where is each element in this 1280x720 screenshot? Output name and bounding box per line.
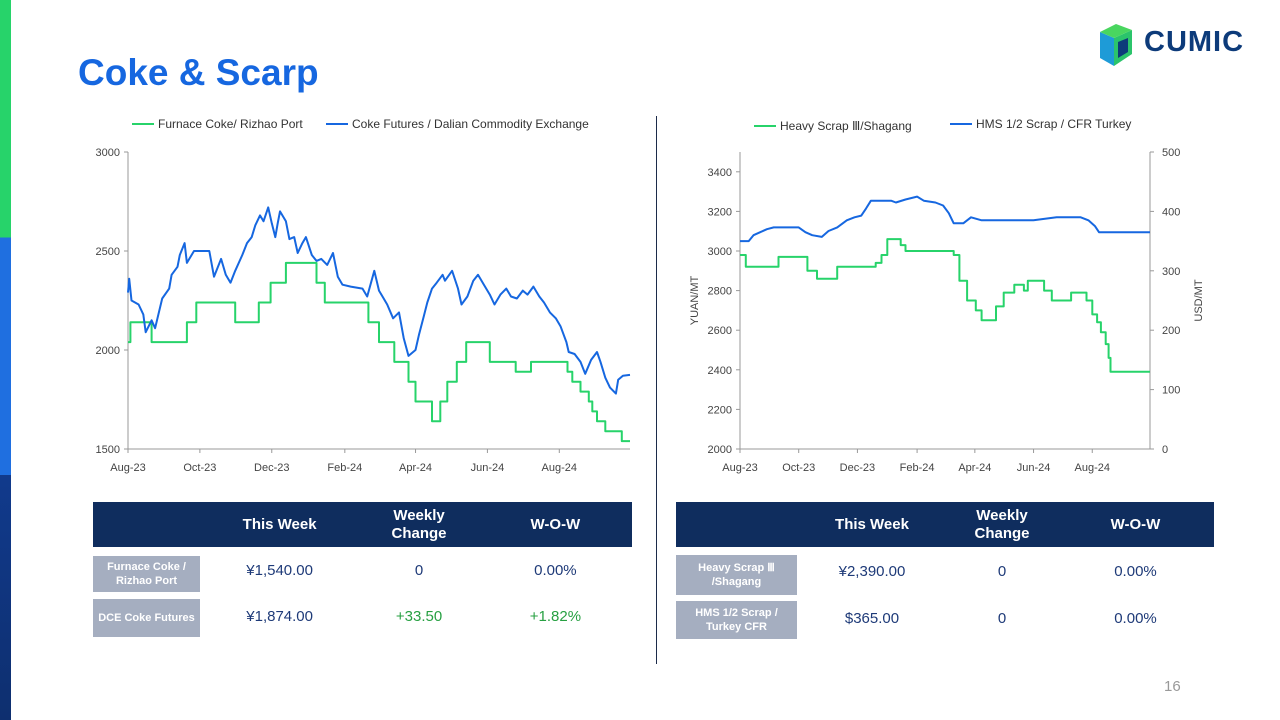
- row-label-cell: HMS 1/2 Scrap / Turkey CFR: [676, 595, 797, 641]
- y-tick-label: 1500: [96, 444, 120, 456]
- x-tick-label: Aug-23: [722, 462, 757, 474]
- y-axis-title: YUAN/MT: [689, 275, 701, 325]
- side-accent-bar: [0, 0, 11, 720]
- weekly-change-value: +33.50: [395, 607, 443, 625]
- legend-label: HMS 1/2 Scrap / CFR Turkey: [976, 117, 1131, 131]
- y2-tick-label: 100: [1162, 385, 1180, 397]
- table-header-row: This Week Weekly Change W-O-W: [676, 502, 1214, 547]
- x-tick-label: Dec-23: [254, 462, 289, 474]
- x-tick-label: Feb-24: [900, 462, 935, 474]
- y2-tick-label: 400: [1162, 206, 1180, 218]
- y2-tick-label: 0: [1162, 444, 1168, 456]
- row-label: Heavy Scrap Ⅲ /Shagang: [676, 555, 797, 595]
- x-tick-label: Jun-24: [471, 462, 505, 474]
- table-row: HMS 1/2 Scrap / Turkey CFR $365.00 0 0.0…: [676, 595, 1214, 641]
- row-label-cell: DCE Coke Futures: [93, 593, 200, 639]
- weekly-change-value: 0: [414, 561, 424, 579]
- y-tick-label: 2500: [96, 246, 120, 258]
- y-tick-label: 2200: [708, 404, 732, 416]
- series-line: [740, 195, 1150, 243]
- cumic-logo: CUMIC: [1096, 20, 1256, 70]
- table-header-wow: W-O-W: [1057, 502, 1214, 547]
- wow-value: 0.00%: [1114, 609, 1157, 627]
- table-header-this-week: This Week: [797, 502, 947, 547]
- table-row: Furnace Coke / Rizhao Port ¥1,540.00 0 0…: [93, 547, 632, 593]
- this-week-value: $365.00: [844, 609, 900, 627]
- y-tick-label: 2000: [708, 444, 732, 456]
- row-label: Furnace Coke / Rizhao Port: [93, 556, 200, 592]
- y-tick-label: 3000: [96, 147, 120, 159]
- table-header-this-week: This Week: [200, 502, 360, 547]
- wow-value: +1.82%: [529, 607, 582, 625]
- table-row: Heavy Scrap Ⅲ /Shagang ¥2,390.00 0 0.00%: [676, 547, 1214, 595]
- x-tick-label: Feb-24: [327, 462, 362, 474]
- x-tick-label: Dec-23: [840, 462, 875, 474]
- x-tick-label: Apr-24: [399, 462, 432, 474]
- page-number: 16: [1164, 678, 1181, 695]
- wow-value: 0.00%: [534, 561, 577, 579]
- wow-value: 0.00%: [1114, 562, 1157, 580]
- row-label: DCE Coke Futures: [93, 599, 200, 637]
- panel-divider: [656, 116, 657, 664]
- scrap-price-table: This Week Weekly Change W-O-W Heavy Scra…: [676, 502, 1214, 641]
- y-tick-label: 3400: [708, 167, 732, 179]
- legend-label: Furnace Coke/ Rizhao Port: [158, 117, 303, 131]
- series-line: [127, 206, 631, 395]
- series-line: [740, 238, 1150, 373]
- x-tick-label: Apr-24: [958, 462, 991, 474]
- weekly-change-value: 0: [997, 609, 1007, 627]
- table-header-weekly-change: Weekly Change: [359, 502, 479, 547]
- x-tick-label: Oct-23: [782, 462, 815, 474]
- y2-axis-title: USD/MT: [1193, 279, 1205, 321]
- table-header-wow: W-O-W: [478, 502, 632, 547]
- y2-tick-label: 200: [1162, 325, 1180, 337]
- this-week-value: ¥2,390.00: [838, 562, 906, 580]
- table-row: DCE Coke Futures ¥1,874.00 +33.50 +1.82%: [93, 593, 632, 639]
- row-label-cell: Heavy Scrap Ⅲ /Shagang: [676, 547, 797, 595]
- scrap-price-chart: 2000 2200 2400 2600 2800 3000 3200 3400 0 100 200 3…: [689, 117, 1205, 474]
- table-header-weekly-change: Weekly Change: [947, 502, 1057, 547]
- cumic-logo-text: CUMIC: [1144, 26, 1245, 58]
- y2-tick-label: 300: [1162, 266, 1180, 278]
- page-title: Coke & Scarp: [78, 52, 319, 93]
- x-tick-label: Aug-23: [110, 462, 145, 474]
- this-week-value: ¥1,874.00: [246, 607, 313, 625]
- weekly-change-value: 0: [997, 562, 1007, 580]
- table-header-blank: [676, 502, 797, 547]
- x-tick-label: Aug-24: [542, 462, 577, 474]
- cumic-logo-icon: [1100, 24, 1132, 66]
- y-tick-label: 3200: [708, 206, 732, 218]
- legend-label: Coke Futures / Dalian Commodity Exchange: [352, 117, 589, 131]
- row-label-cell: Furnace Coke / Rizhao Port: [93, 547, 200, 593]
- legend-label: Heavy Scrap Ⅲ/Shagang: [780, 119, 912, 133]
- y-tick-label: 2800: [708, 286, 732, 298]
- y-tick-label: 3000: [708, 246, 732, 258]
- table-header-blank: [93, 502, 200, 547]
- y2-tick-label: 500: [1162, 147, 1180, 159]
- coke-price-chart: 1500 2000 2500 3000 Aug-23 Oct-23 Dec-23 Feb-24…: [96, 117, 631, 474]
- coke-price-table: This Week Weekly Change W-O-W Furnace Co…: [93, 502, 632, 639]
- x-tick-label: Oct-23: [183, 462, 216, 474]
- x-tick-label: Aug-24: [1075, 462, 1110, 474]
- y-tick-label: 2400: [708, 365, 732, 377]
- series-line: [128, 261, 630, 443]
- this-week-value: ¥1,540.00: [246, 561, 313, 579]
- x-tick-label: Jun-24: [1017, 462, 1051, 474]
- y-tick-label: 2600: [708, 325, 732, 337]
- table-header-row: This Week Weekly Change W-O-W: [93, 502, 632, 547]
- row-label: HMS 1/2 Scrap / Turkey CFR: [676, 601, 797, 639]
- y-tick-label: 2000: [96, 345, 120, 357]
